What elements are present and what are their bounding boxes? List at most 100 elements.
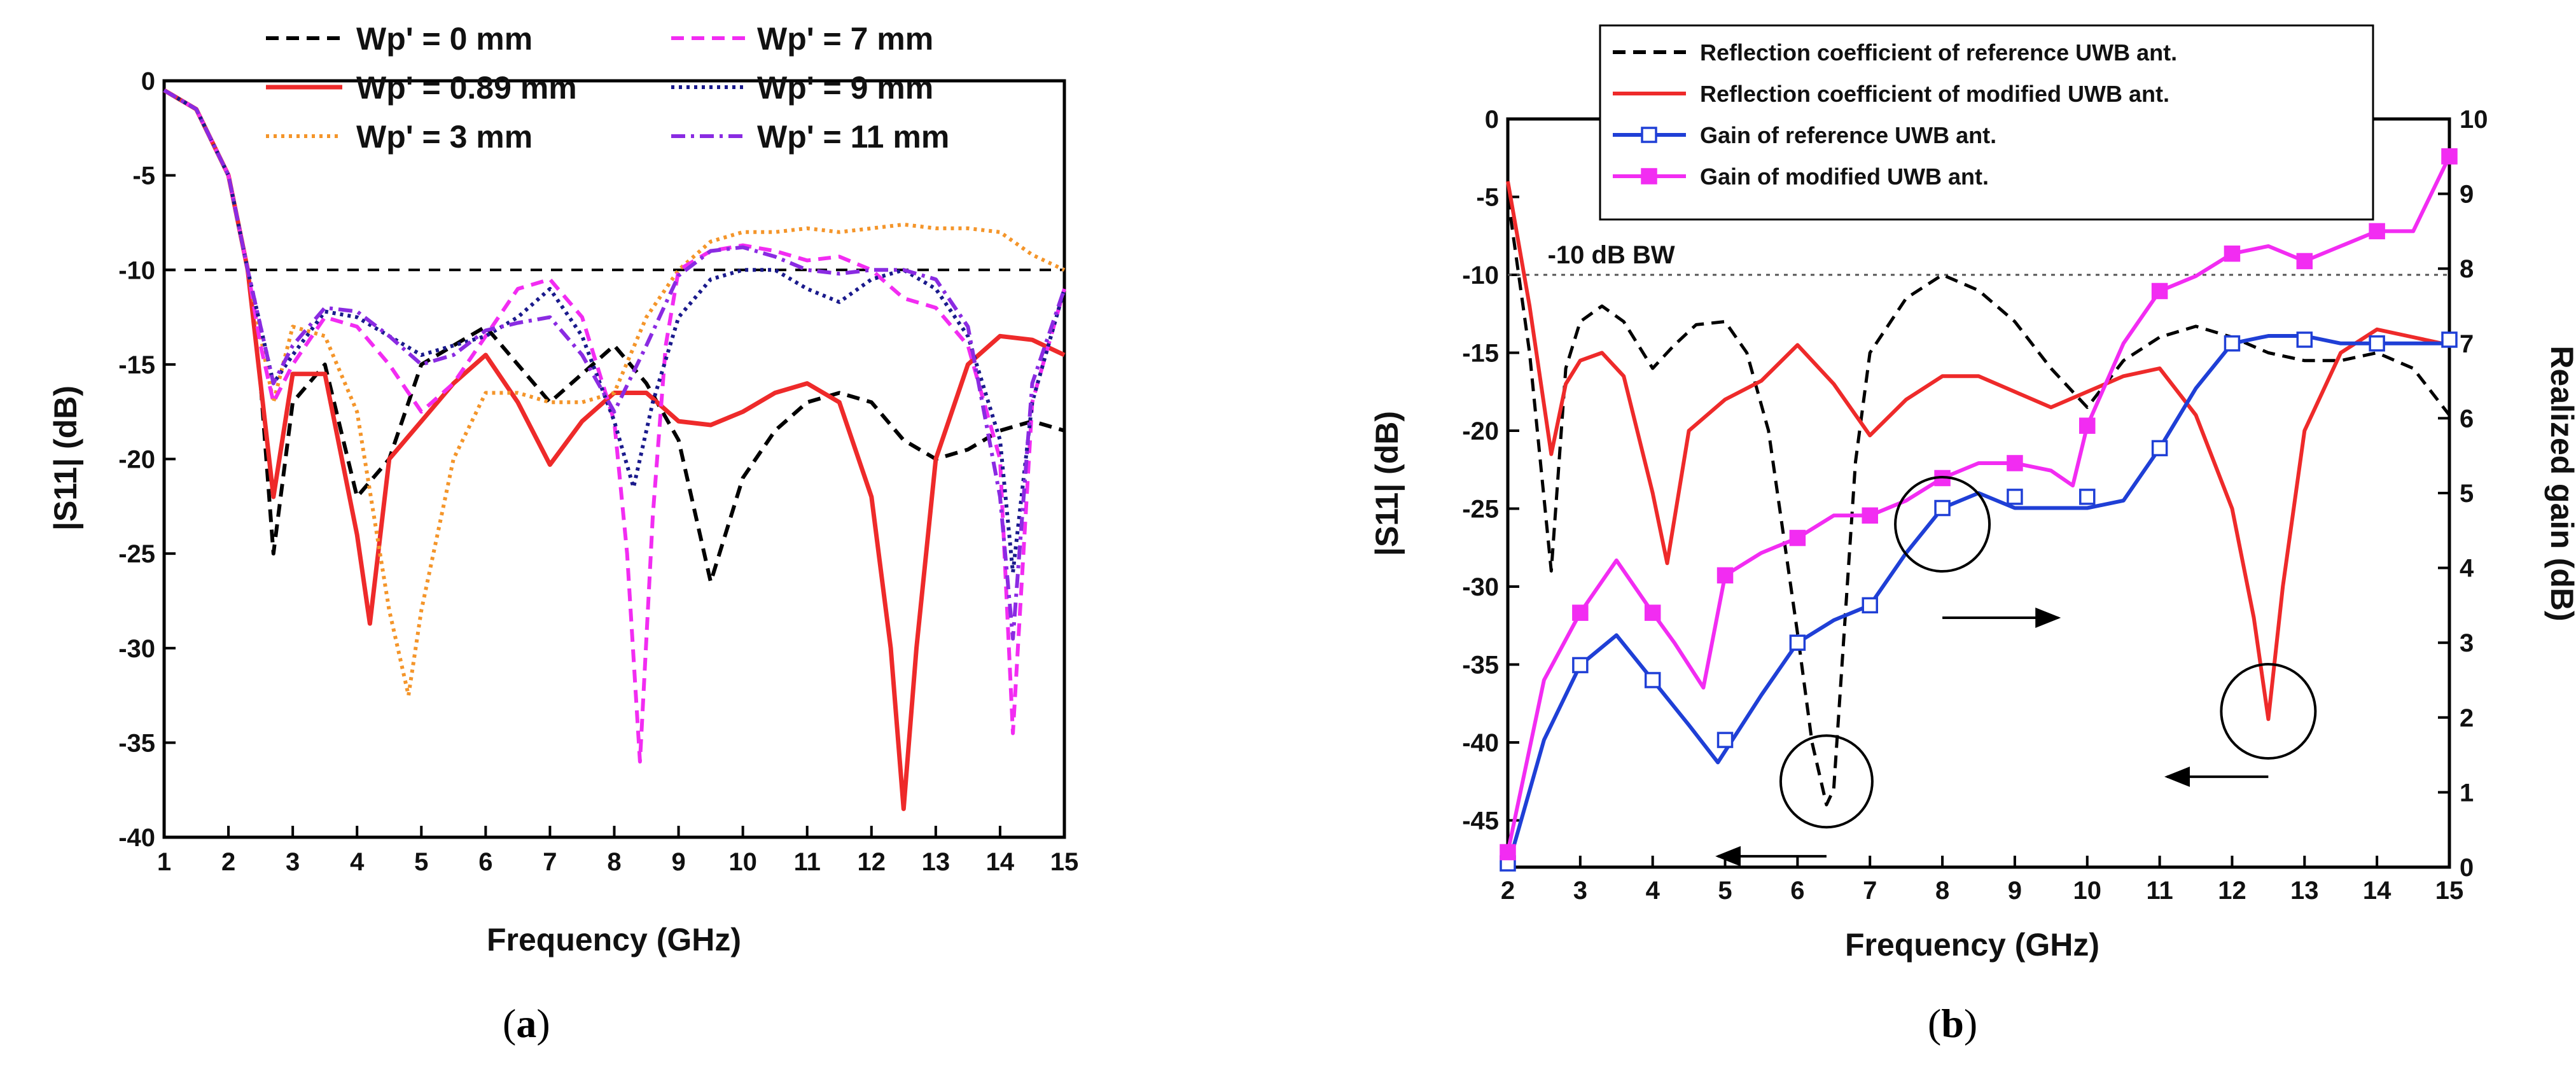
- y-tick-label: -30: [118, 635, 155, 663]
- series-4-marker: [2079, 417, 2096, 434]
- x-tick-label: 1: [157, 848, 171, 876]
- series-line-2: [163, 88, 1066, 811]
- y-tick-label: -5: [1476, 184, 1499, 212]
- series-4-marker: [2151, 282, 2168, 300]
- panel-b-xlabel: Frequency (GHz): [1845, 927, 2099, 963]
- panel-a-ticks: 1 2 3 4 5 6 7 8 9 10 11 12 13 14 150-5-10-15-20-25-30-…: [118, 67, 1078, 876]
- x-tick-label: 9: [671, 848, 685, 876]
- series-3-marker: [1789, 634, 1806, 651]
- x-tick-label: 15: [2435, 877, 2464, 905]
- panel-a-legend: Wp' = 0 mm Wp' = 0.89 mm Wp' = 3 mm Wp' = 7…: [266, 21, 949, 155]
- panel-a-label: (a): [503, 1001, 550, 1046]
- x-tick-label: 5: [414, 848, 428, 876]
- series-line-1: [163, 88, 1065, 584]
- annotation-circle-gain: [1894, 476, 1991, 573]
- series-3-marker: [1934, 499, 1951, 517]
- y-tick-label: -15: [118, 351, 155, 379]
- series-4-marker: [2296, 253, 2313, 270]
- panel-b: 2 3 4 5 6 7 8 9 10 11 12 13 14 150-5-10-15-20-25-30-3…: [1369, 24, 2576, 1046]
- legend-label-4: Gain of modified UWB ant.: [1700, 164, 1989, 190]
- x-tick-label: 6: [1790, 877, 1804, 905]
- series-line-6: [163, 88, 1066, 641]
- series-line-1: [1506, 197, 2451, 807]
- series-4-marker: [2224, 245, 2241, 262]
- panel-b-y2label: Realized gain (dB): [2544, 345, 2576, 621]
- panel-b-label: (b): [1928, 1001, 1977, 1046]
- legend-label-3: Wp' = 3 mm: [356, 119, 533, 155]
- x-tick-label: 7: [1863, 877, 1877, 905]
- y2-tick-label: 8: [2460, 255, 2474, 283]
- series-3-marker: [1644, 672, 1661, 688]
- y-tick-label: -20: [1462, 417, 1499, 445]
- series-3-marker: [2296, 331, 2313, 348]
- panel-b-series: [1500, 148, 2458, 872]
- series-line-4: [1506, 155, 2451, 853]
- series-4-marker: [1572, 604, 1589, 621]
- x-tick-label: 15: [1050, 848, 1079, 876]
- y-tick-label: -25: [118, 540, 155, 568]
- series-3-marker: [2079, 489, 2096, 505]
- legend-label-2: Reflection coefficient of modified UWB a…: [1700, 81, 2169, 107]
- legend-label-1: Reflection coefficient of reference UWB …: [1700, 39, 2177, 66]
- legend-label-1: Wp' = 0 mm: [356, 21, 533, 57]
- series-3-marker: [1716, 732, 1734, 748]
- series-3-marker: [1862, 597, 1878, 614]
- x-tick-label: 3: [1573, 877, 1587, 905]
- x-tick-label: 11: [2146, 877, 2173, 905]
- series-3-marker: [1572, 657, 1589, 674]
- x-tick-label: 6: [478, 848, 492, 876]
- panel-b-ylabel: |S11| (dB): [1369, 411, 1405, 556]
- series-line-3: [163, 88, 1066, 698]
- y-tick-label: -35: [1462, 651, 1499, 679]
- legend-marker-3: [1641, 127, 1657, 143]
- y-tick-label: -45: [1462, 807, 1499, 835]
- x-tick-label: 10: [2073, 877, 2102, 905]
- series-4-marker: [1716, 567, 1734, 584]
- y2-tick-label: 0: [2460, 854, 2474, 882]
- plot-a-frame: [162, 79, 1066, 839]
- legend-box: [1599, 24, 2374, 221]
- y-tick-label: -5: [132, 162, 155, 190]
- x-tick-label: 8: [607, 848, 621, 876]
- annotation-circle-modified-notch: [2220, 663, 2317, 760]
- series-4-marker: [2007, 455, 2023, 471]
- x-tick-label: 14: [2363, 877, 2392, 905]
- legend-label-3: Gain of reference UWB ant.: [1700, 122, 1996, 148]
- panel-b-ticks: 2 3 4 5 6 7 8 9 10 11 12 13 14 150-5-10-15-20-25-30-3…: [1462, 106, 2488, 905]
- y2-tick-label: 6: [2460, 405, 2474, 433]
- x-tick-label: 3: [286, 848, 300, 876]
- panel-b-ref-label: -10 dB BW: [1548, 241, 1675, 269]
- x-tick-label: 4: [1646, 877, 1660, 905]
- y2-tick-label: 9: [2460, 181, 2474, 209]
- series-4-marker: [1789, 529, 1806, 546]
- legend-label-4: Wp' = 7 mm: [757, 21, 933, 57]
- series-4-marker: [2441, 148, 2458, 165]
- x-tick-label: 2: [1501, 877, 1515, 905]
- y-tick-label: 0: [141, 67, 155, 95]
- series-4-marker: [1500, 844, 1516, 861]
- x-tick-label: 14: [986, 848, 1015, 876]
- x-tick-label: 8: [1935, 877, 1949, 905]
- y-tick-label: -25: [1462, 496, 1499, 524]
- series-3-marker: [2007, 489, 2023, 505]
- x-tick-label: 7: [543, 848, 557, 876]
- panel-a-xlabel: Frequency (GHz): [487, 922, 741, 957]
- y2-tick-label: 5: [2460, 480, 2474, 508]
- series-4-marker: [2369, 223, 2385, 240]
- series-4-marker: [1862, 507, 1878, 524]
- panel-b-legend: Reflection coefficient of reference UWB …: [1599, 24, 2374, 221]
- x-tick-label: 2: [221, 848, 235, 876]
- panel-a: 1 2 3 4 5 6 7 8 9 10 11 12 13 14 150-5-10-15-20-25-30-…: [48, 21, 1078, 1046]
- y2-tick-label: 2: [2460, 704, 2474, 732]
- legend-label-5: Wp' = 9 mm: [757, 70, 933, 106]
- annotation-circle-reference-notch: [1779, 734, 1874, 829]
- x-tick-label: 13: [922, 848, 950, 876]
- panel-a-series: [163, 88, 1066, 811]
- series-3-marker: [2224, 335, 2241, 352]
- series-line-2: [1506, 181, 2450, 721]
- legend-marker-4: [1641, 168, 1657, 184]
- y2-tick-label: 1: [2460, 779, 2474, 807]
- y2-tick-label: 4: [2460, 555, 2474, 583]
- series-3-marker: [2369, 335, 2385, 352]
